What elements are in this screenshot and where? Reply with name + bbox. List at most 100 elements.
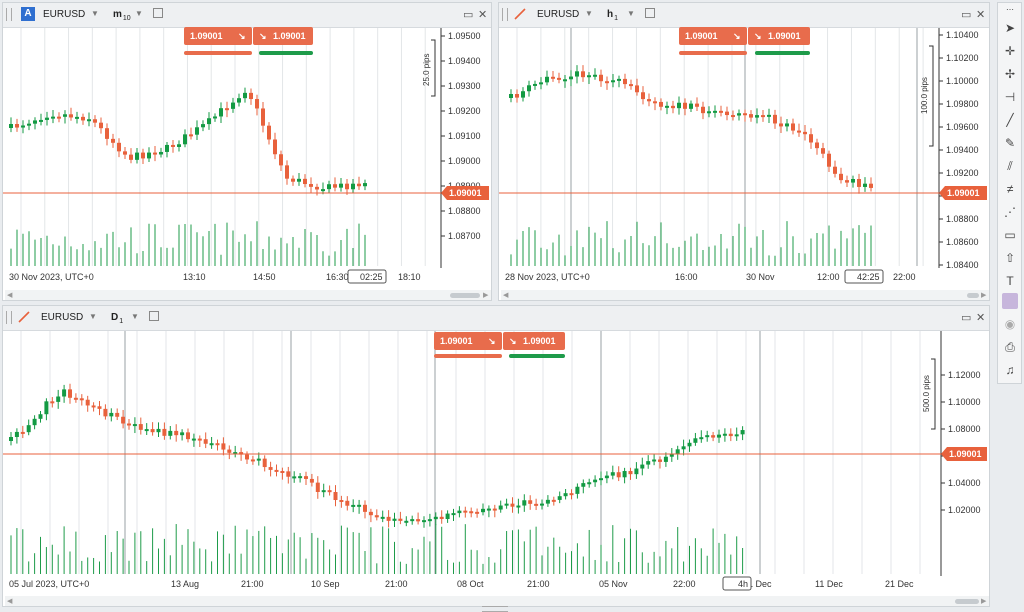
pen-tool-icon[interactable]: ✎ — [1004, 136, 1016, 150]
candle — [268, 467, 273, 470]
horizontal-scrollbar[interactable]: ◀ ▶ — [5, 596, 989, 606]
buy-button[interactable]: ↘ 1.09001 — [503, 332, 565, 350]
sell-button[interactable]: 1.09001 ↘ — [434, 332, 502, 350]
chevron-down-icon[interactable]: ▼ — [89, 312, 97, 321]
candle — [249, 92, 253, 100]
x-axis-label: 05 Nov — [599, 579, 628, 589]
drag-handle-icon[interactable] — [6, 311, 12, 324]
candle — [687, 442, 692, 447]
fib-tool-icon[interactable]: ≠ — [1006, 182, 1014, 196]
drag-handle-icon[interactable] — [502, 8, 508, 21]
scroll-thumb[interactable] — [955, 599, 979, 604]
timeframe-selector[interactable]: m10 — [113, 9, 131, 22]
candle — [168, 430, 173, 436]
countdown-label: 02:25 — [360, 272, 383, 282]
candle — [81, 116, 85, 121]
sell-button[interactable]: 1.09001 ↘ — [679, 27, 747, 45]
close-icon[interactable]: ✕ — [976, 9, 986, 21]
toolbar-drag-handle-icon[interactable]: ⋯ — [1006, 5, 1014, 14]
scroll-thumb[interactable] — [450, 293, 480, 298]
channel-tool-icon[interactable]: ⫽ — [1007, 159, 1013, 173]
candle — [481, 508, 485, 513]
candle — [159, 151, 163, 155]
scroll-left-icon[interactable]: ◀ — [7, 598, 13, 605]
sell-button[interactable]: 1.09001 ↘ — [184, 27, 252, 45]
countdown-box — [844, 269, 884, 284]
symbol-label[interactable]: EURUSD — [43, 9, 86, 20]
candle — [256, 458, 261, 461]
buy-button[interactable]: ↘ 1.09001 — [253, 27, 313, 45]
chart-panel-header: EURUSD ▼ h1 ▼ ▭ ✕ — [499, 3, 989, 28]
scroll-left-icon[interactable]: ◀ — [7, 292, 13, 299]
scroll-left-icon[interactable]: ◀ — [503, 292, 509, 299]
add-indicator-icon[interactable] — [645, 8, 655, 18]
chart-area[interactable]: 1.09500 1.09400 1.09300 1.09200 1.09100 1.090… — [3, 28, 491, 288]
color-swatch-icon[interactable] — [1001, 292, 1019, 310]
camera-icon[interactable]: ⎙ — [1005, 340, 1015, 354]
bell-icon[interactable]: ♫ — [1005, 363, 1015, 377]
line-chart-icon[interactable] — [17, 310, 31, 324]
rectangle-tool-icon[interactable]: ▭ — [1004, 228, 1016, 242]
line-tool-icon[interactable]: ╱ — [1006, 113, 1014, 127]
drag-handle-icon[interactable] — [6, 8, 12, 21]
timeframe-selector[interactable]: h1 — [607, 9, 618, 22]
chevron-down-icon[interactable]: ▼ — [131, 312, 139, 321]
line-chart-icon[interactable] — [513, 7, 527, 21]
symbol-label[interactable]: EURUSD — [41, 312, 84, 323]
timeframe-selector[interactable]: D1 — [111, 312, 123, 325]
crosshair-icon[interactable]: ✛ — [1004, 44, 1016, 58]
chart-area[interactable]: 1.120001.100001.080001.060001.040001.020… — [3, 331, 989, 596]
text-tool-icon[interactable]: T — [1006, 274, 1014, 288]
maximize-icon[interactable]: ▭ — [463, 9, 474, 21]
chart-area[interactable]: 1.10400 1.10200 1.10000 1.09800 1.09600 1.094… — [499, 28, 989, 288]
current-price-label: 1.09001 — [449, 188, 482, 198]
candle — [416, 519, 421, 522]
y-tick-label: 1.08400 — [946, 260, 979, 270]
candle — [97, 406, 102, 409]
candle — [203, 439, 208, 444]
scroll-right-icon[interactable]: ▶ — [981, 598, 987, 605]
candle — [527, 85, 531, 92]
countdown-label: 4h — [738, 579, 748, 589]
ruler-icon[interactable]: ⊣ — [1004, 90, 1016, 104]
cursor-arrow-icon[interactable]: ➤ — [1004, 21, 1016, 35]
pattern-tool-icon[interactable]: ⋰ — [1004, 205, 1016, 219]
settings-dot-icon[interactable]: ◉ — [1004, 317, 1016, 331]
candle — [463, 510, 468, 513]
horizontal-scrollbar[interactable]: ◀ ▶ — [501, 290, 989, 300]
close-icon[interactable]: ✕ — [976, 312, 986, 324]
buy-button[interactable]: ↘ 1.09001 — [748, 27, 810, 45]
scroll-right-icon[interactable]: ▶ — [483, 292, 489, 299]
candle — [363, 504, 367, 512]
y-tick-label: 1.10400 — [946, 30, 979, 40]
arrow-up-tool-icon[interactable]: ⇧ — [1004, 251, 1016, 265]
y-tick-label: 1.10000 — [946, 76, 979, 86]
add-indicator-icon[interactable] — [149, 311, 159, 321]
resize-handle[interactable] — [482, 606, 508, 612]
candle — [93, 119, 97, 123]
candle — [451, 513, 456, 516]
maximize-icon[interactable]: ▭ — [961, 9, 972, 21]
chevron-down-icon[interactable]: ▼ — [135, 9, 143, 18]
chevron-down-icon[interactable]: ▼ — [627, 9, 635, 18]
chevron-down-icon[interactable]: ▼ — [91, 9, 99, 18]
letter-a-chart-icon[interactable]: A — [21, 7, 35, 21]
add-indicator-icon[interactable] — [153, 8, 163, 18]
maximize-icon[interactable]: ▭ — [961, 312, 972, 324]
y-tick-label: 1.08800 — [946, 214, 979, 224]
chevron-down-icon[interactable]: ▼ — [585, 9, 593, 18]
x-axis-label: 13 Aug — [171, 579, 199, 589]
candle — [410, 519, 415, 522]
candle — [304, 476, 308, 479]
symbol-label[interactable]: EURUSD — [537, 9, 580, 20]
plus-crosshair-icon[interactable]: ✢ — [1004, 67, 1016, 81]
scroll-right-icon[interactable]: ▶ — [981, 292, 987, 299]
close-icon[interactable]: ✕ — [478, 9, 488, 21]
x-axis-label: 21:00 — [241, 579, 264, 589]
chart-panel-3: EURUSD ▼ D1 ▼ ▭ ✕ 1.12000 1.10000 1.08000 1… — [2, 305, 990, 607]
scroll-thumb[interactable] — [967, 293, 979, 298]
candle — [545, 76, 549, 83]
horizontal-scrollbar[interactable]: ◀ ▶ — [5, 290, 491, 300]
candle — [663, 456, 668, 462]
x-axis-label: 21:00 — [385, 579, 408, 589]
